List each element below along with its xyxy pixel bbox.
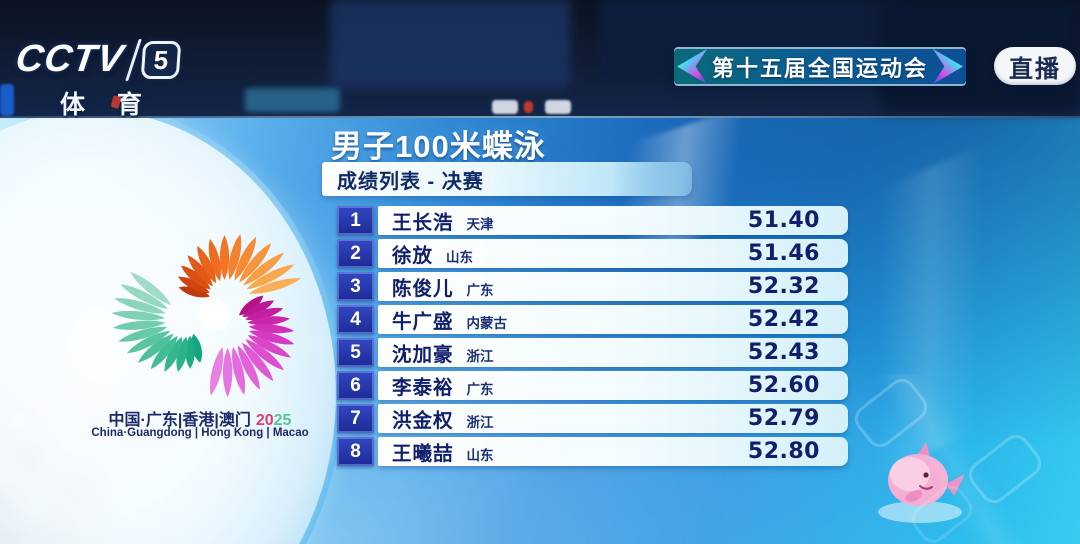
year-badge: 25 <box>273 412 292 429</box>
games-host-cities: 中国·广东|香港|澳门 <box>108 412 251 429</box>
channel-slash <box>125 38 143 81</box>
stadium-screen <box>330 0 570 88</box>
led-glow <box>245 88 340 112</box>
small-screen <box>545 100 571 114</box>
live-badge-label: 直播 <box>1009 55 1061 83</box>
cctv5-logo: CCTV 5 体育 <box>13 38 182 121</box>
mascot <box>868 432 978 527</box>
graphic-fragment <box>0 84 14 116</box>
flag <box>524 101 533 113</box>
lane-decoration <box>820 374 1080 544</box>
small-screen <box>492 100 518 114</box>
banner-ornament-left <box>677 49 707 84</box>
year-badge: 20 <box>255 412 274 429</box>
channel-sub-label: 体育 <box>60 85 180 121</box>
cctv-wordmark: CCTV <box>13 38 127 80</box>
event-banner: 第十五届全国运动会 <box>674 49 966 84</box>
games-host-line: 中国·广东|香港|澳门 2025 <box>68 406 332 430</box>
channel-number-box: 5 <box>141 40 182 79</box>
games-host-line-en: China·Guangdong | Hong Kong | Macao <box>91 427 309 439</box>
banner-ornament-right <box>933 49 963 84</box>
event-banner-label: 第十五届全国运动会 <box>711 55 928 81</box>
mascot-dolphin-icon <box>878 442 965 523</box>
games-emblem <box>112 233 303 398</box>
live-badge: 直播 <box>994 47 1076 85</box>
